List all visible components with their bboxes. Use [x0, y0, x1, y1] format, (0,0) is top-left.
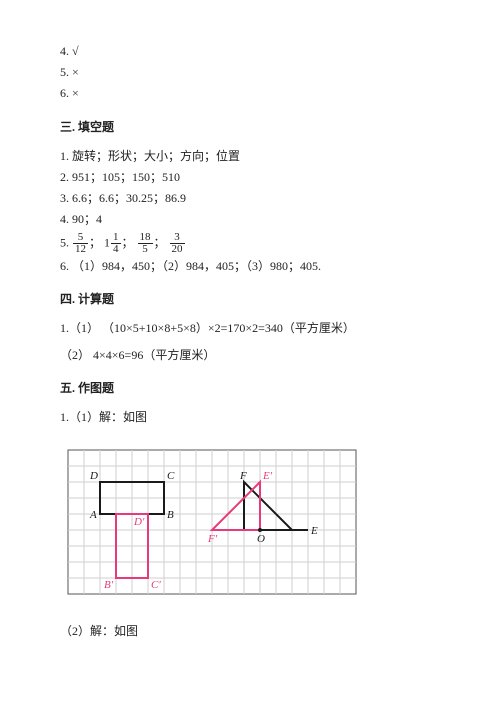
s3-q4: 4. 90；4: [60, 210, 440, 229]
s4-q1a-text: （10×5+10×8+5×8）×2=170×2=340（平方厘米）: [102, 321, 355, 335]
svg-text:E: E: [310, 525, 318, 537]
s4-q1b: （2） 4×4×6=96（平方厘米）: [60, 346, 440, 365]
s3-q4-num: 4.: [60, 212, 69, 226]
s3-q6-num: 6.: [60, 259, 69, 273]
toplist-5-mark: ×: [72, 65, 79, 79]
section4-title: 四. 计算题: [60, 290, 440, 309]
toplist-6-mark: ×: [72, 86, 79, 100]
toplist-4: 4. √: [60, 42, 440, 61]
frac-4-den: 20: [170, 244, 185, 255]
toplist-6-num: 6.: [60, 86, 69, 100]
svg-text:F′: F′: [207, 533, 218, 545]
s3-q3-num: 3.: [60, 191, 69, 205]
svg-text:E′: E′: [262, 470, 273, 482]
s3-q6-text: （1）984，450；（2）984，405；（3）980；405.: [72, 259, 321, 273]
s5-q1-label: 1.（1）解：如图: [60, 410, 147, 424]
s3-q1-num: 1.: [60, 149, 69, 163]
s3-q2-num: 2.: [60, 170, 69, 184]
svg-text:B′: B′: [104, 579, 114, 591]
s3-q1: 1. 旋转；形状；大小；方向；位置: [60, 147, 440, 166]
frac-4: 3 20: [170, 232, 185, 255]
s3-q4-text: 90；4: [72, 212, 102, 226]
toplist-5: 5. ×: [60, 63, 440, 82]
mixed-1: 1 1 4: [104, 232, 122, 255]
s3-q2-text: 951；105；150；510: [72, 170, 180, 184]
s4-q1a-label: 1.（1）: [60, 321, 99, 335]
frac-3-den: 5: [138, 244, 153, 255]
svg-text:A: A: [89, 509, 97, 521]
sep3: ；: [154, 235, 166, 249]
toplist-6: 6. ×: [60, 84, 440, 103]
frac-4-num: 3: [170, 232, 185, 244]
frac-2-den: 4: [111, 244, 121, 255]
s5-q1: 1.（1）解：如图: [60, 408, 440, 427]
s5-q2-label: （2）解：如图: [60, 624, 138, 638]
sep1: ；: [89, 235, 101, 249]
svg-text:D′: D′: [133, 516, 145, 528]
svg-text:F: F: [239, 470, 247, 482]
figure: D C A B D′ B′ C′ F E′ F′ O E: [60, 442, 440, 602]
frac-3: 18 5: [138, 232, 153, 255]
frac-1: 5 12: [73, 232, 88, 255]
figure-svg: D C A B D′ B′ C′ F E′ F′ O E: [60, 442, 364, 602]
s4-q1b-text: 4×4×6=96（平方厘米）: [93, 348, 215, 362]
s4-q1a: 1.（1） （10×5+10×8+5×8）×2=170×2=340（平方厘米）: [60, 319, 440, 338]
svg-text:O: O: [257, 533, 265, 545]
s3-q2: 2. 951；105；150；510: [60, 168, 440, 187]
toplist-5-num: 5.: [60, 65, 69, 79]
page: 4. √ 5. × 6. × 三. 填空题 1. 旋转；形状；大小；方向；位置 …: [0, 0, 500, 689]
sep2: ；: [122, 235, 134, 249]
frac-1-den: 12: [73, 244, 88, 255]
svg-text:B: B: [167, 509, 174, 521]
svg-text:C: C: [167, 470, 175, 482]
s3-q6: 6. （1）984，450；（2）984，405；（3）980；405.: [60, 257, 440, 276]
svg-text:C′: C′: [151, 579, 161, 591]
frac-2-num: 1: [111, 232, 121, 244]
frac-2: 1 4: [111, 232, 121, 255]
s3-q3: 3. 6.6；6.6；30.25；86.9: [60, 189, 440, 208]
section5-title: 五. 作图题: [60, 379, 440, 398]
toplist-4-num: 4.: [60, 44, 69, 58]
s3-q3-text: 6.6；6.6；30.25；86.9: [72, 191, 186, 205]
s5-q2: （2）解：如图: [60, 622, 440, 641]
s3-q1-text: 旋转；形状；大小；方向；位置: [72, 149, 240, 163]
s3-q5-num: 5.: [60, 235, 69, 249]
svg-text:D: D: [89, 470, 98, 482]
frac-3-num: 18: [138, 232, 153, 244]
frac-1-num: 5: [73, 232, 88, 244]
toplist-4-mark: √: [72, 44, 79, 58]
s3-q5: 5. 5 12 ； 1 1 4 ； 18 5 ； 3 20: [60, 232, 440, 255]
s4-q1b-label: （2）: [60, 348, 90, 362]
mixed-1-whole: 1: [104, 235, 110, 249]
section3-title: 三. 填空题: [60, 118, 440, 137]
